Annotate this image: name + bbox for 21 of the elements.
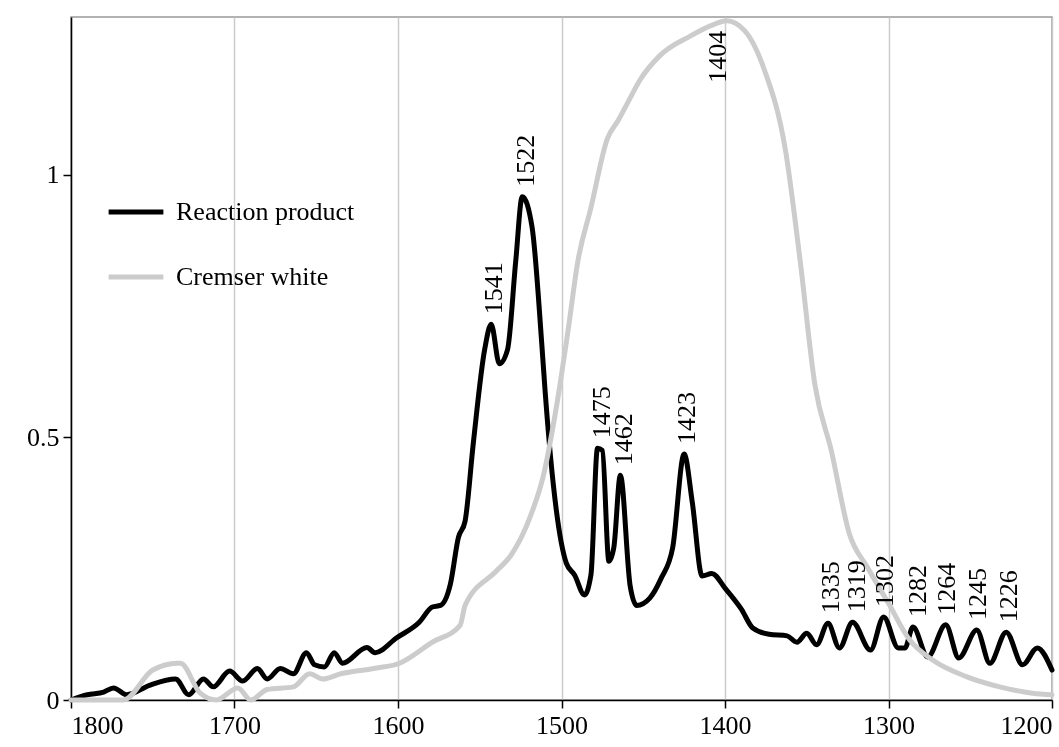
annotation: 1541 bbox=[479, 262, 509, 315]
y-tick-label: 0.5 bbox=[27, 422, 60, 452]
x-tick-label: 1800 bbox=[71, 710, 124, 740]
x-tick-label: 1500 bbox=[536, 710, 588, 740]
legend-label: Cremser white bbox=[176, 262, 329, 291]
y-tick-label: 1 bbox=[46, 160, 60, 190]
legend-label: Reaction product bbox=[176, 197, 356, 226]
x-tick-label: 1600 bbox=[372, 710, 425, 740]
annotation: 1226 bbox=[994, 570, 1024, 623]
annotation: 1245 bbox=[963, 568, 993, 621]
annotation: 1264 bbox=[932, 562, 962, 615]
annotation: 1302 bbox=[870, 554, 900, 607]
x-tick-label: 1200 bbox=[1000, 710, 1053, 740]
annotation: 1423 bbox=[672, 392, 702, 445]
y-tick-label: 0 bbox=[46, 685, 60, 715]
x-tick-label: 1700 bbox=[209, 710, 261, 740]
annotation: 1282 bbox=[902, 564, 932, 617]
annotation: 1522 bbox=[510, 134, 540, 187]
annotation: 1404 bbox=[703, 30, 733, 83]
x-tick-label: 1300 bbox=[863, 710, 915, 740]
x-tick-label: 1400 bbox=[699, 710, 752, 740]
